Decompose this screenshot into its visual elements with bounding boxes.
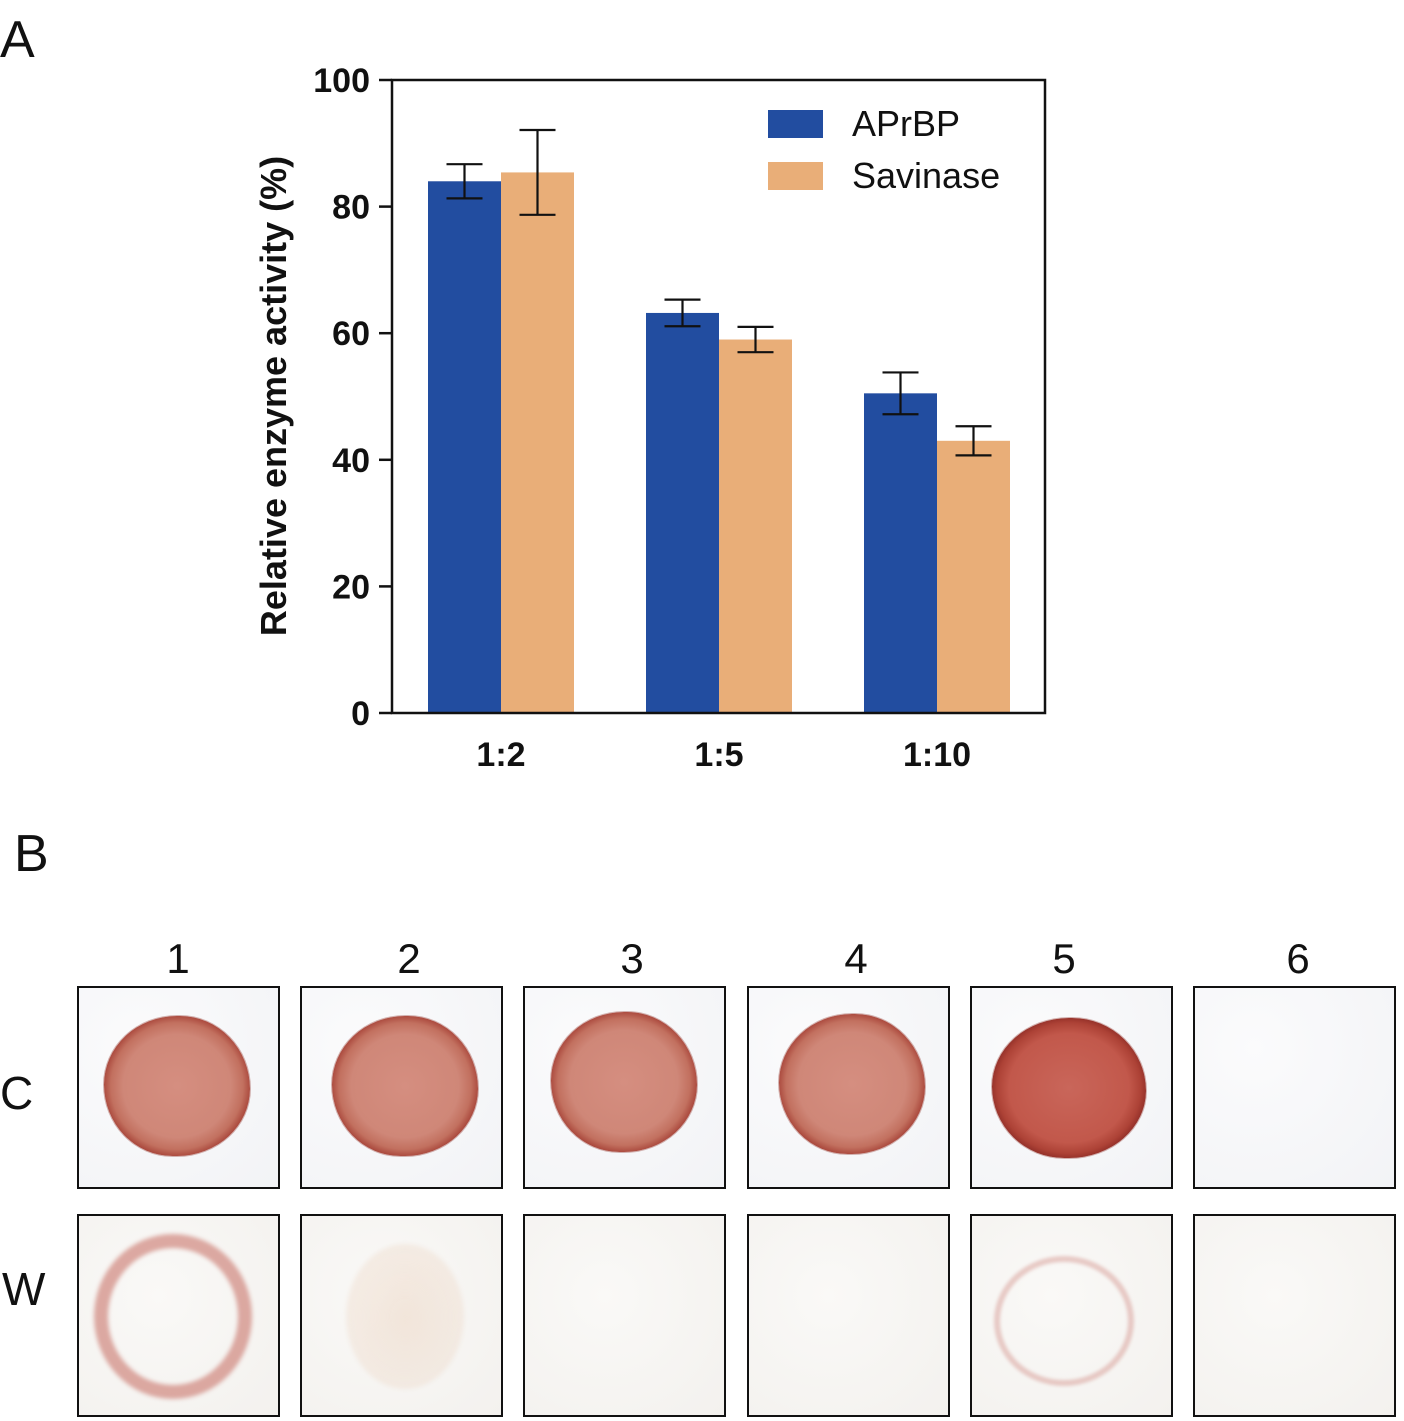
column-label-4: 4 <box>844 935 868 982</box>
stain-ring <box>994 1256 1134 1386</box>
bar-savinase-1:10 <box>937 440 1010 713</box>
stain-swatch-w-4 <box>747 1214 950 1417</box>
bars-layer <box>428 172 1010 714</box>
bar-aprbp-1:5 <box>646 312 719 713</box>
stain-swatch-c-2 <box>300 986 503 1189</box>
stain-spot <box>551 1012 697 1152</box>
panel-b-label: B <box>14 825 49 883</box>
stain-ring <box>94 1234 252 1399</box>
y-tick-label: 60 <box>332 315 370 353</box>
column-label-5: 5 <box>1052 935 1076 982</box>
panel-a-label: A <box>0 11 35 69</box>
stain-spot <box>104 1016 250 1156</box>
stain-swatch-w-2 <box>300 1214 503 1417</box>
stain-swatch-c-1 <box>77 986 280 1189</box>
y-tick-label: 20 <box>332 568 370 606</box>
row-label-w: W <box>2 1263 46 1315</box>
stain-swatch-c-5 <box>970 986 1173 1189</box>
stain-spot <box>992 1018 1146 1158</box>
row-label-c: C <box>0 1067 34 1119</box>
x-tick-label: 1:5 <box>694 736 743 774</box>
legend-swatch-aprbp <box>768 110 823 138</box>
y-tick-label: 80 <box>332 189 370 227</box>
bar-aprbp-1:10 <box>864 393 937 713</box>
legend-swatch-savinase <box>768 162 823 190</box>
plot-frame <box>390 78 1047 715</box>
bar-savinase-1:5 <box>719 339 792 713</box>
legend-label-aprbp: APrBP <box>852 103 960 144</box>
error-bar-aprbp-1:5 <box>664 298 701 328</box>
error-bars-layer <box>446 128 992 457</box>
x-axis: 1:2 1:5 1:10 <box>476 736 971 774</box>
bar-aprbp-1:2 <box>428 181 501 713</box>
error-bar-aprbp-1:2 <box>446 163 483 200</box>
error-bar-savinase-1:5 <box>737 325 774 354</box>
stain-spot <box>332 1016 478 1156</box>
y-tick-label: 0 <box>351 695 370 733</box>
error-bar-savinase-1:10 <box>955 425 992 457</box>
stain-swatch-c-6 <box>1193 986 1396 1189</box>
x-tick-label: 1:10 <box>903 736 971 774</box>
stain-swatch-w-1 <box>77 1214 280 1417</box>
error-bar-aprbp-1:10 <box>882 371 919 416</box>
stain-spot <box>779 1014 925 1154</box>
legend: APrBP Savinase <box>768 103 1000 196</box>
legend-label-savinase: Savinase <box>852 155 1000 196</box>
y-tick-label: 40 <box>332 442 370 480</box>
bar-savinase-1:2 <box>501 172 574 714</box>
stain-swatch-w-3 <box>523 1214 726 1417</box>
stain-swatch-c-3 <box>523 986 726 1189</box>
column-label-6: 6 <box>1286 935 1310 982</box>
y-tick-label: 100 <box>313 62 370 100</box>
stain-swatch-c-4 <box>747 986 950 1189</box>
column-label-1: 1 <box>166 935 190 982</box>
x-tick-label: 1:2 <box>476 736 525 774</box>
error-bar-savinase-1:2 <box>519 128 556 216</box>
y-axis: 0 20 40 60 80 100 <box>313 62 392 733</box>
column-label-3: 3 <box>620 935 644 982</box>
stain-blob <box>346 1244 464 1389</box>
stain-swatch-w-6 <box>1193 1214 1396 1417</box>
y-axis-title: Relative enzyme activity (%) <box>253 156 294 636</box>
stain-swatch-w-5 <box>970 1214 1173 1417</box>
column-label-2: 2 <box>397 935 421 982</box>
bar-chart: 0 20 40 60 80 100 1:2 1:5 1:10 Relative enzyme … <box>253 62 1047 774</box>
